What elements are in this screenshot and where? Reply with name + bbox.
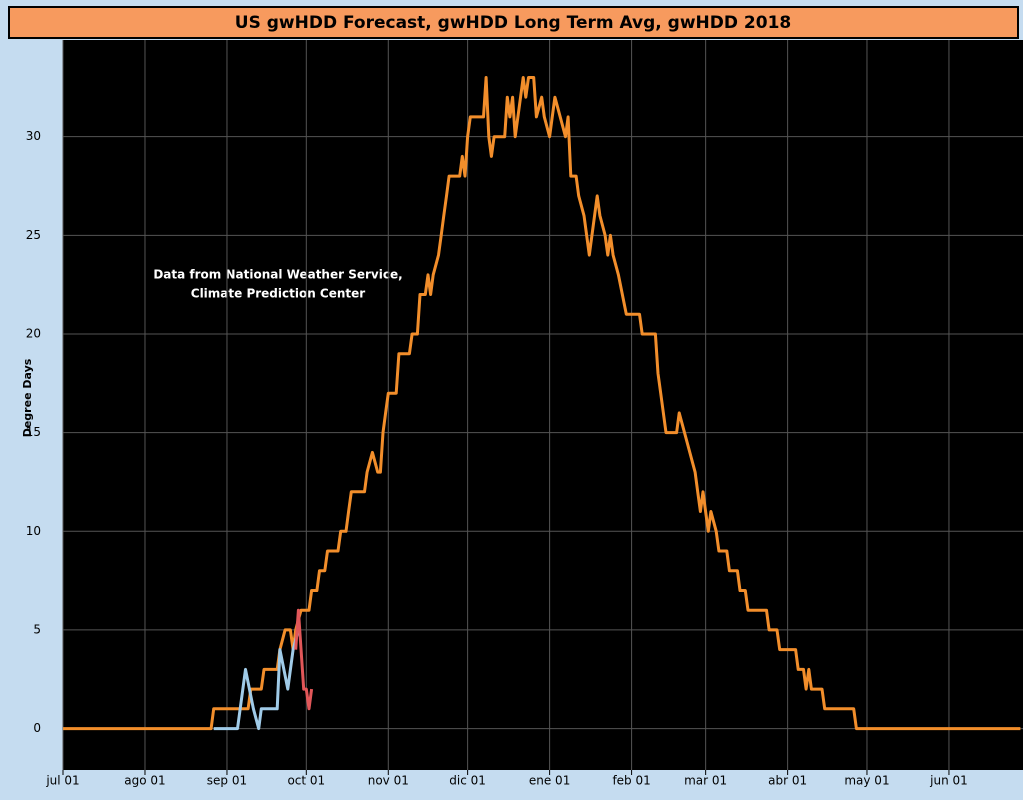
annotation: Data from National Weather Service, — [153, 268, 402, 282]
y-tick-label: 10 — [26, 524, 41, 538]
x-tick-label: feb 01 — [612, 774, 650, 788]
y-tick-label: 0 — [33, 721, 41, 735]
x-tick-label: mar 01 — [684, 774, 727, 788]
x-tick-label: sep 01 — [207, 774, 247, 788]
x-tick-label: nov 01 — [368, 774, 409, 788]
y-tick-label: 20 — [26, 326, 41, 340]
y-tick-label: 5 — [33, 622, 41, 636]
x-tick-label: jul 01 — [45, 774, 79, 788]
data-line — [213, 629, 300, 731]
y-tick-label: 30 — [26, 129, 41, 143]
x-tick-label: ene 01 — [529, 774, 570, 788]
title-box — [8, 6, 1019, 39]
y-axis-label: Degree Days — [21, 358, 34, 437]
y-tick-label: 25 — [26, 228, 41, 242]
data-line — [63, 76, 1021, 731]
annotation: Climate Prediction Center — [191, 287, 366, 301]
x-tick-label: ago 01 — [124, 774, 165, 788]
x-tick-label: dic 01 — [449, 774, 486, 788]
y-tick-label: 15 — [26, 425, 41, 439]
data-line — [294, 608, 314, 711]
x-tick-label: abr 01 — [768, 774, 807, 788]
x-tick-label: oct 01 — [287, 774, 325, 788]
chart-title: US gwHDD Forecast, gwHDD Long Term Avg, … — [235, 13, 791, 33]
x-tick-label: jun 01 — [929, 774, 968, 788]
x-tick-label: may 01 — [844, 774, 889, 788]
plot-area — [63, 40, 1023, 770]
